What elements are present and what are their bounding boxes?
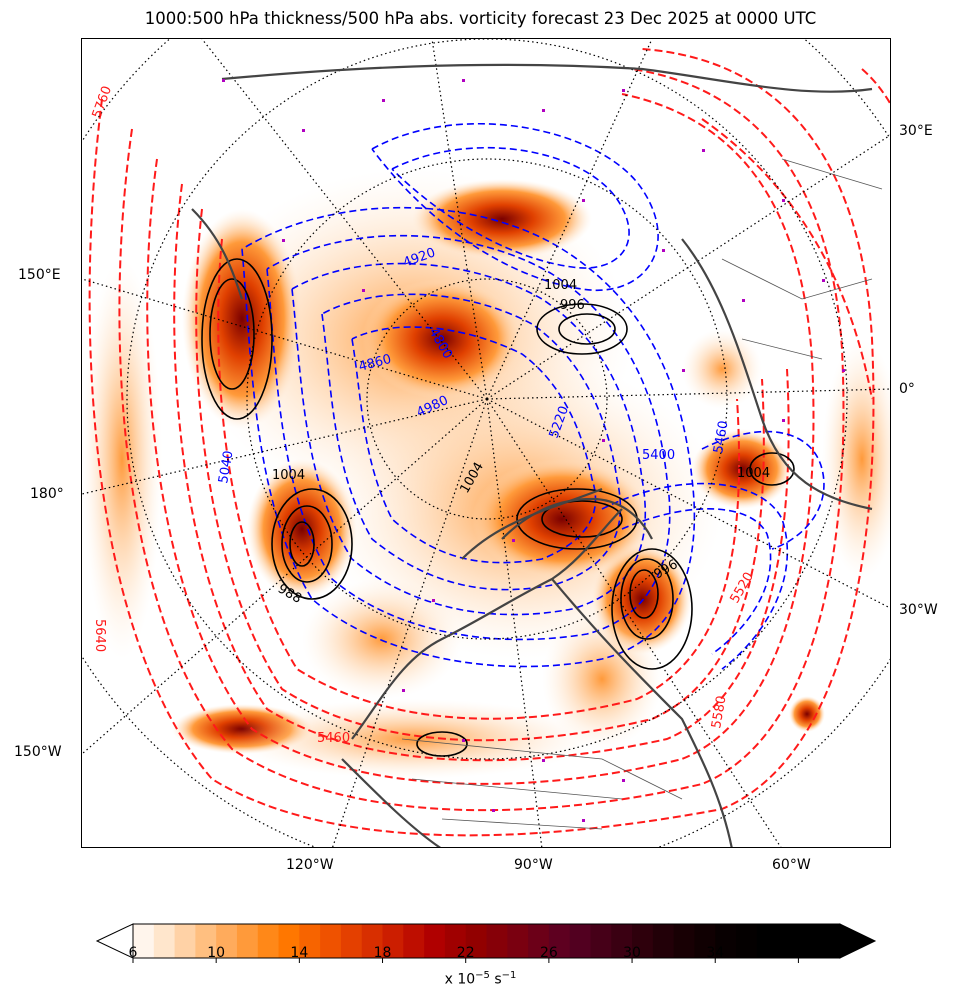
colorbar-tick-label: 26 <box>539 945 558 961</box>
colorbar-cell <box>257 924 280 958</box>
thickness-label: 5040 <box>216 449 237 484</box>
colorbar-cell <box>632 924 654 958</box>
colorbar-cell <box>340 924 363 958</box>
lon-label-30e: 30°E <box>899 123 933 139</box>
thickness-label: 5520 <box>727 570 757 606</box>
lon-label-180: 180° <box>30 486 64 502</box>
thickness-label: 5460 <box>317 731 350 746</box>
colorbar-cell <box>216 924 238 958</box>
colorbar-cell <box>424 924 446 958</box>
lon-label-60w: 60°W <box>772 857 811 873</box>
lon-label-150w: 150°W <box>14 744 62 760</box>
thickness-label: 5760 <box>90 84 115 120</box>
colorbar-cell <box>403 924 425 958</box>
colorbar-tick-label: 34 <box>706 945 725 961</box>
lon-label-150e: 150°E <box>18 267 61 283</box>
mslp-label: 1004 <box>272 468 305 483</box>
colorbar-cell <box>819 924 841 958</box>
colorbar-cell <box>756 924 779 958</box>
colorbar-cell <box>320 924 342 958</box>
map-panel: 5760 5640 5520 5580 5400 5460 5220 4920 … <box>81 38 891 848</box>
colorbar-cell <box>278 924 300 958</box>
colorbar-ticks <box>132 958 799 963</box>
borders <box>401 158 883 830</box>
mslp-label: 996 <box>560 298 585 313</box>
colorbar-cell <box>299 924 321 958</box>
colorbar-cell <box>486 924 508 958</box>
colorbar-cell <box>361 924 384 958</box>
colorbar-cell <box>465 924 487 958</box>
colorbar-cell <box>611 924 633 958</box>
thickness-label: 5400 <box>642 448 675 463</box>
colorbar-cell <box>236 924 259 958</box>
thickness-cold-contours <box>241 123 825 670</box>
lon-label-0: 0° <box>899 381 915 397</box>
colorbar-cell <box>444 924 467 958</box>
lon-label-120w: 120°W <box>286 857 334 873</box>
mslp-contours <box>201 258 795 757</box>
colorbar-cells <box>133 924 841 958</box>
mslp-label: 1004 <box>544 278 577 293</box>
colorbar-max-arrow <box>839 923 877 959</box>
colorbar-cell <box>652 924 675 958</box>
colorbar-cell <box>777 924 799 958</box>
thickness-warm-contours <box>88 48 890 837</box>
thickness-label: 5580 <box>709 694 730 729</box>
colorbar-cell <box>174 924 196 958</box>
colorbar-cell <box>569 924 591 958</box>
lon-label-90w: 90°W <box>514 857 553 873</box>
colorbar-tick-label: 30 <box>623 945 641 961</box>
colorbar-cell <box>382 924 404 958</box>
colorbar-cell <box>153 924 176 958</box>
map-canvas: 5760 5640 5520 5580 5400 5460 5220 4920 … <box>82 39 890 847</box>
colorbar-cell <box>694 924 716 958</box>
colorbar-cell <box>507 924 529 958</box>
colorbar-tick-label: 38 <box>789 945 808 961</box>
colorbar-cell <box>528 924 550 958</box>
station-markers <box>222 79 845 822</box>
colorbar-tick-label: 6 <box>128 945 138 961</box>
colorbar-tick-label: 18 <box>373 945 392 961</box>
vorticity-shading <box>82 169 890 779</box>
colorbar-cell <box>715 924 737 958</box>
colorbar-cell <box>798 924 820 958</box>
thickness-label: 5640 <box>92 619 107 652</box>
lon-label-30w: 30°W <box>899 602 938 618</box>
colorbar-outline <box>132 923 841 959</box>
colorbar-tick-label: 22 <box>456 945 475 961</box>
chart-title: 1000:500 hPa thickness/500 hPa abs. vort… <box>144 9 817 28</box>
colorbar-tick-label: 14 <box>290 945 309 961</box>
colorbar-cell <box>673 924 695 958</box>
colorbar-cell <box>548 924 571 958</box>
mslp-label: 1004 <box>737 466 770 481</box>
colorbar-cell <box>590 924 612 958</box>
colorbar-cell <box>736 924 758 958</box>
colorbar-cell <box>133 924 155 958</box>
thickness-label: 5460 <box>711 419 732 454</box>
colorbar-cell <box>195 924 217 958</box>
colorbar <box>95 923 877 963</box>
coastlines <box>191 63 873 847</box>
colorbar-tick-label: 10 <box>207 945 226 961</box>
colorbar-units: x 10−5 s−1 <box>444 970 517 988</box>
